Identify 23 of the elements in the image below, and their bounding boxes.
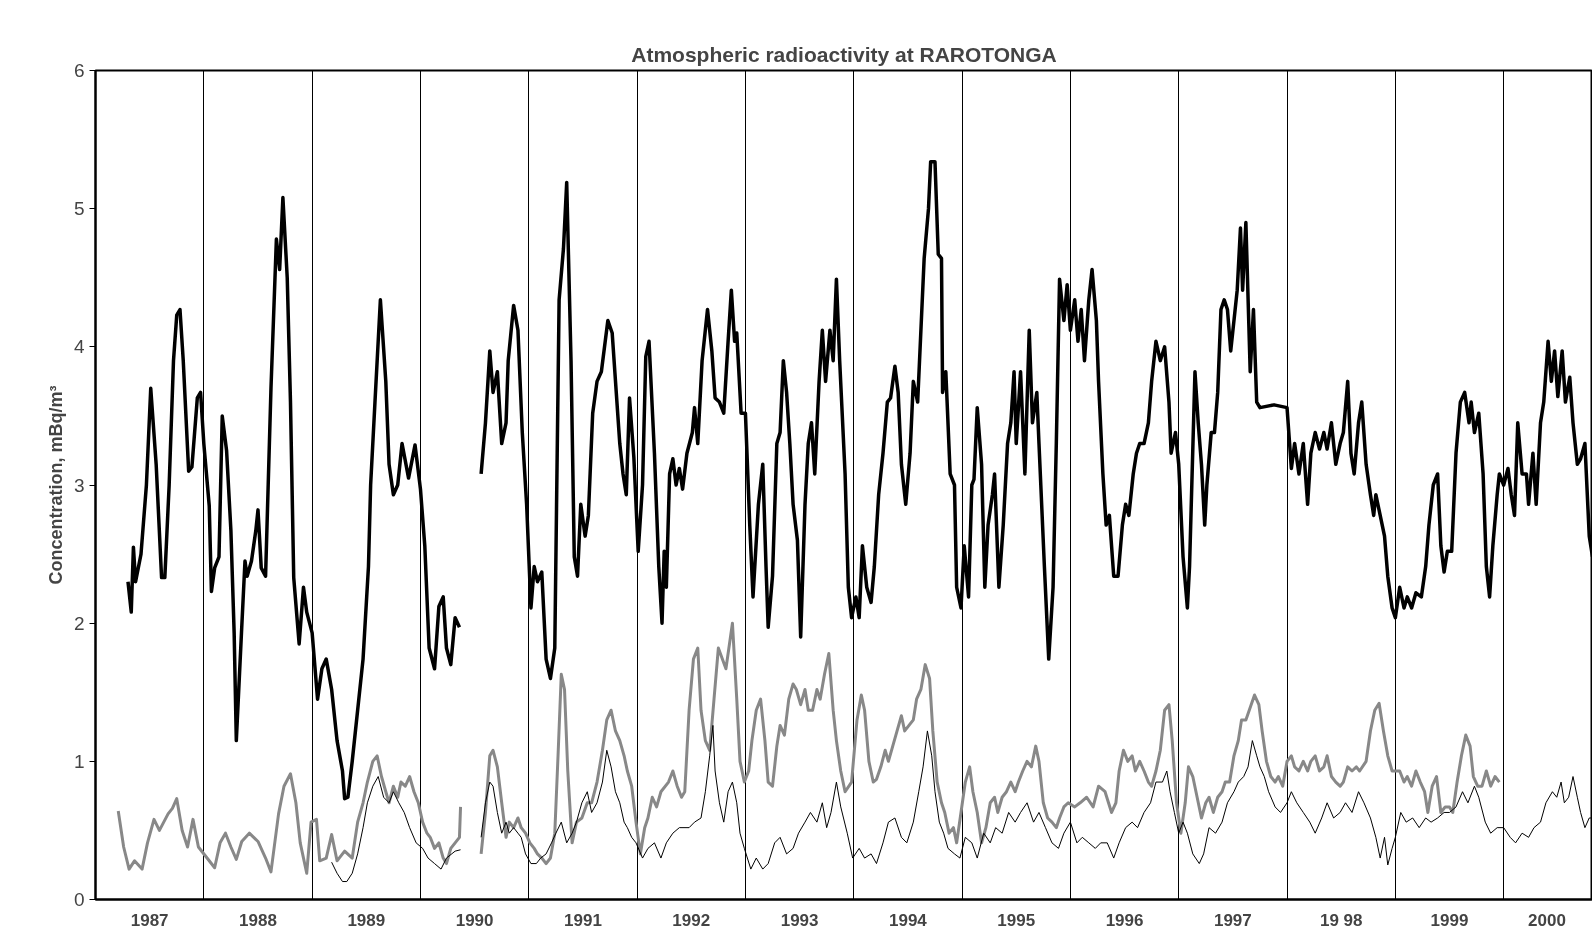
x-tick-label: 19 98: [1319, 910, 1363, 930]
y-tick-label: 3: [73, 474, 85, 496]
x-tick-label: 1996: [1105, 910, 1144, 930]
x-tick-label: 1991: [564, 910, 602, 930]
x-tick-label: 1999: [1430, 910, 1469, 930]
y-axis-title: Concentration, mBq/m³: [45, 385, 66, 585]
chart-title: Atmospheric radioactivity at RAROTONGA: [631, 42, 1057, 66]
x-tick-label: 2000: [1528, 910, 1566, 930]
y-tick-label: 2: [73, 612, 85, 634]
x-tick-label: 1989: [347, 910, 386, 930]
x-tick-label: 1993: [780, 910, 819, 930]
x-tick-label: 1995: [997, 910, 1036, 930]
x-tick-label: 1988: [239, 910, 277, 930]
y-tick-label: 1: [73, 750, 85, 772]
y-tick-label: 5: [73, 198, 85, 220]
x-tick-label: 1997: [1213, 910, 1252, 930]
x-tick-label: 1990: [455, 910, 494, 930]
y-tick-label: 0: [73, 889, 85, 910]
y-tick-label: 4: [73, 336, 85, 358]
x-tick-label: 1992: [672, 910, 711, 930]
y-tick-label: 6: [73, 60, 85, 81]
x-tick-label: 1994: [889, 910, 928, 930]
x-tick-label: 1987: [130, 910, 169, 930]
